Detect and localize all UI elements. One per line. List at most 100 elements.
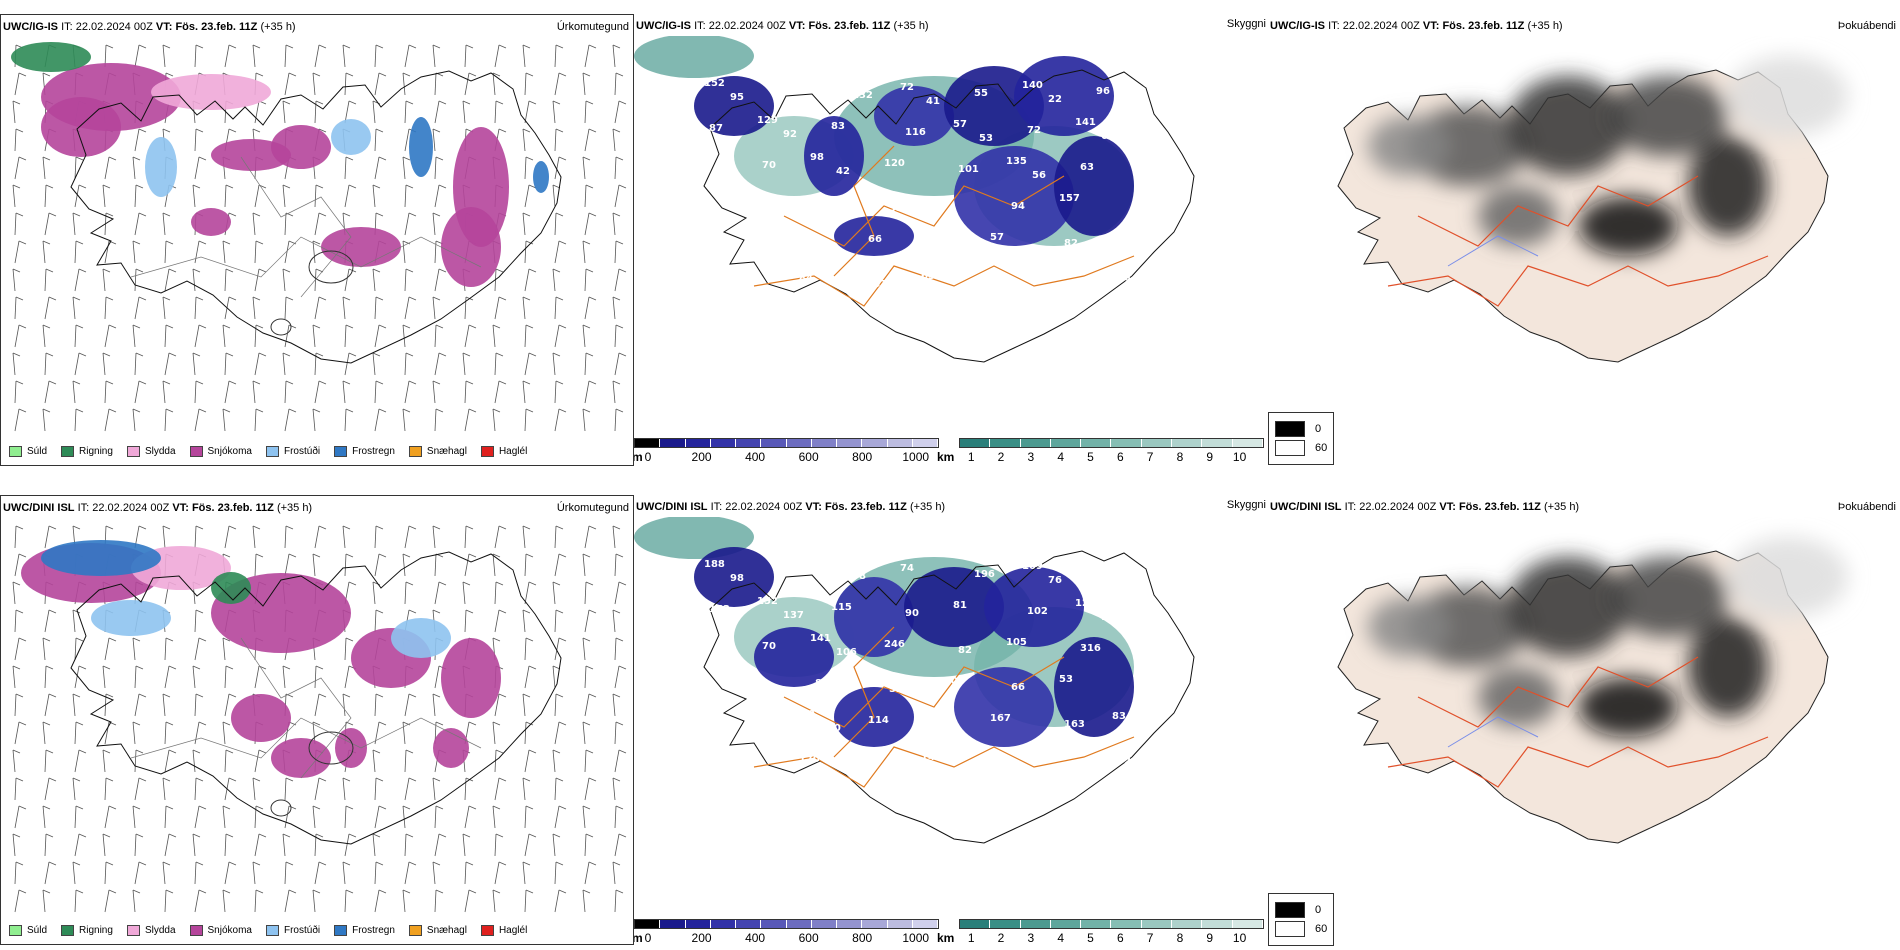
ceiling-label: 315 [942,240,963,251]
colorbar-swatch [1172,439,1203,447]
legend-swatch [265,925,279,936]
ceiling-label: 66 [1011,682,1025,693]
legend-item: Haglél [480,925,528,936]
precip-panel-top: UWC/IG-IS IT: 22.02.2024 00Z VT: Fös. 23… [0,14,634,466]
legend-item: Rigning [61,446,113,457]
ceiling-label: 100 [1043,750,1064,761]
ceiling-label: 81 [741,191,755,202]
colorbar-tick: 10 [1232,450,1247,464]
colorbar-swatch [837,920,863,928]
colorbar-tick: 7 [1146,931,1154,945]
fog-legend-swatch [1275,421,1305,437]
colorbar-unit: m [634,450,643,464]
ceiling-label: 42 [836,166,850,177]
init-time: 22.02.2024 00Z [1342,20,1420,32]
ceiling-label: 55 [974,88,988,99]
colorbar-swatches [959,438,1264,448]
colorbar-swatch [1050,439,1082,447]
ceiling-label: 87 [709,123,723,134]
colorbar-swatch [635,920,661,928]
fog-legend-label: 60 [1315,442,1328,454]
ceiling-label: 106 [836,647,857,658]
ceiling-label: 72 [1027,125,1041,136]
legend-label: Rigning [79,446,113,457]
ceiling-label: 72 [1117,756,1131,767]
colorbar-tick: 6 [1116,450,1124,464]
ceiling-label: 129 [757,115,778,126]
colorbar-swatch [837,439,863,447]
colorbar-tick: 400 [745,931,766,945]
colorbar-tick: 6 [1116,931,1124,945]
colorbar-tick: 0 [644,450,652,464]
fog-legend-label: 60 [1315,923,1328,935]
colorbar-tick: 600 [798,450,819,464]
ceiling-label: 221 [863,189,884,200]
ceiling-label: 55 [778,565,792,576]
ceiling-label: 127 [767,205,788,216]
legend-item: Haglél [480,446,528,457]
ceiling-label: 41 [926,96,940,107]
ceiling-label: 57 [953,119,967,130]
precip-legend: Súld Rigning Slydda Snjókoma Frostúði Frostre… [9,925,527,936]
colorbar-unit: km [937,450,955,464]
model-name: UWC/DINI ISL [3,502,75,514]
ceiling-label: 102 [1027,606,1048,617]
ceiling-label: 96 [1096,86,1110,97]
colorbar-swatch [710,439,736,447]
valid-time: Fös. 23.feb. 11Z [175,21,258,33]
product-name: Þokuábendi [1837,20,1896,32]
fog-legend-label: 0 [1315,423,1322,435]
legend-item: Frostregn [334,925,395,936]
colorbar-swatch [761,920,787,928]
ceiling-label: 196 [974,569,995,580]
ceiling-label: 47 [873,279,887,290]
colorbar-tick: 0 [644,931,652,945]
panel-title: UWC/IG-IS IT: 22.02.2024 00Z VT: Fös. 23… [3,21,296,33]
colorbar-unit: km [937,931,955,945]
legend-swatch [334,925,348,936]
colorbar-tick: 3 [1027,450,1035,464]
fog-panel-top: UWC/IG-IS IT: 22.02.2024 00Z VT: Fös. 23… [1268,14,1900,466]
colorbar-swatch [1050,920,1082,928]
ceiling-label: 85 [937,195,951,206]
init-time: 22.02.2024 00Z [725,501,803,513]
ceiling-label: 167 [990,713,1011,724]
colorbar-swatch [635,439,661,447]
fog-legend-item: 0 [1275,421,1327,437]
ceiling-label: 72 [1128,154,1142,165]
valid-time: Fös. 23.feb. 11Z [808,20,891,32]
legend-item: Rigning [61,925,113,936]
legend-label: Haglél [498,925,528,936]
fog-legend-item: 60 [1275,440,1327,456]
ceiling-label: 72 [900,82,914,93]
colorbar-swatch [1081,920,1112,928]
legend-label: Haglél [498,446,528,457]
colorbar-swatch [811,920,837,928]
colorbar-tick: 9 [1206,931,1214,945]
colorbar-swatch [761,439,787,447]
legend-item: Snæhagl [408,925,467,936]
valid-time: Fös. 23.feb. 11Z [191,502,274,514]
init-time: 22.02.2024 00Z [1359,501,1437,513]
panel-title: UWC/DINI ISL IT: 22.02.2024 00Z VT: Fös.… [3,502,313,514]
ceiling-label: 52 [889,684,903,695]
ceiling-label: 70 [762,641,776,652]
colorbar-swatch [1202,439,1233,447]
product-name: Skyggni [1226,18,1266,30]
colorbar-swatches [634,919,939,929]
ceiling-label: 56 [1032,170,1046,181]
colorbar-tick: 2 [997,931,1005,945]
ceiling-label: 157 [1059,193,1080,204]
ceiling-label: 115 [831,602,852,613]
ceiling-label: 113 [815,197,836,208]
lead-time: (+35 h) [1543,501,1580,513]
ceiling-label: 246 [884,639,905,650]
ceiling-colorbar: m 0 200 400 600 800 1000 [634,438,939,464]
ceiling-label: 135 [1006,156,1027,167]
fog-legend-item: 60 [1275,921,1327,937]
ceiling-label: 160 [794,709,815,720]
ceiling-label: 65 [942,721,956,732]
ceiling-label: 82 [820,242,834,253]
legend-label: Snjókoma [207,925,252,936]
valid-time: Fös. 23.feb. 11Z [824,501,907,513]
